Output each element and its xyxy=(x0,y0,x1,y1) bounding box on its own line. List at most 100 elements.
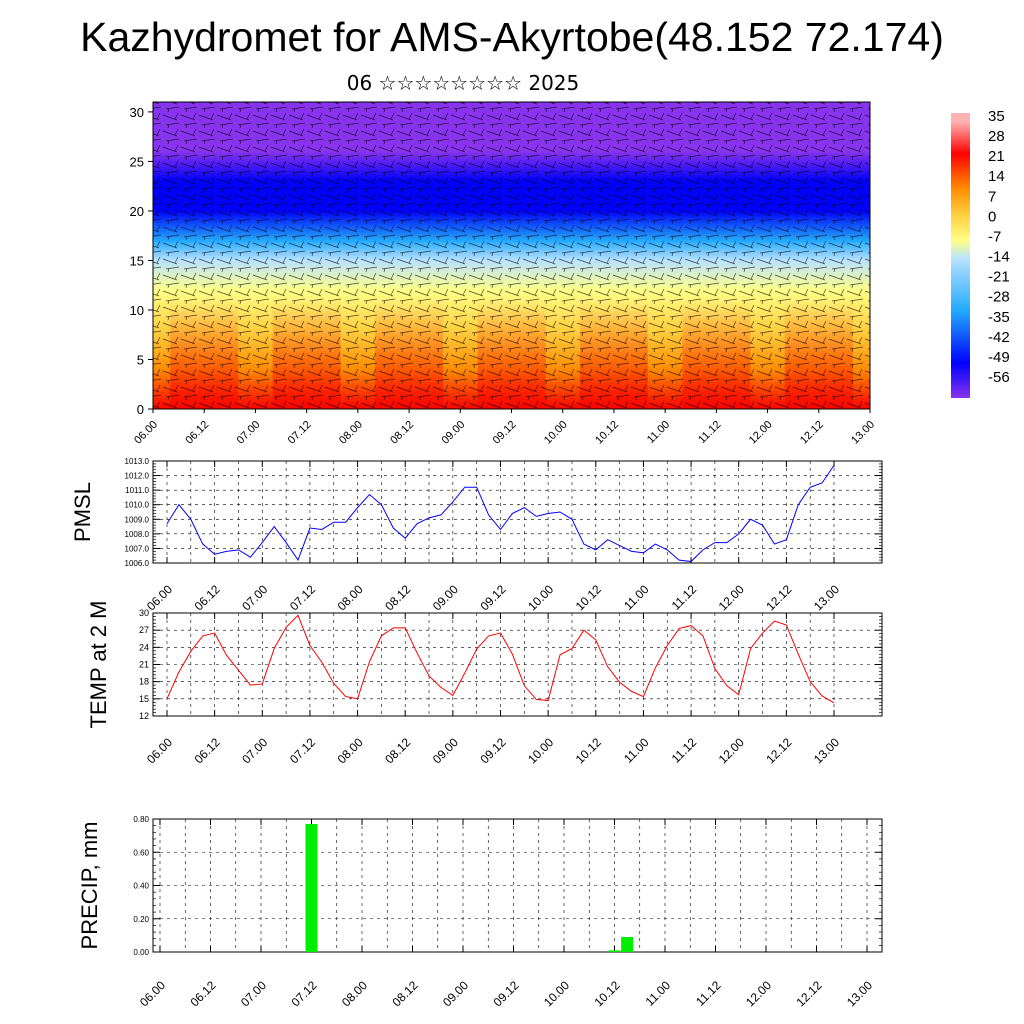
precip-bar-0 xyxy=(305,823,318,952)
colorbar-bar xyxy=(951,113,970,398)
y-tick-label: 1013.0 xyxy=(125,457,150,466)
x-tick-label: 08.00 xyxy=(335,735,366,766)
colorbar-label: -21 xyxy=(988,269,1010,286)
x-tick-label: 10.12 xyxy=(573,582,604,613)
y-tick-label: 0.20 xyxy=(133,915,149,924)
y-tick-label: 21 xyxy=(139,660,149,670)
precip-bar-1 xyxy=(608,950,621,952)
x-tick-label: 11.00 xyxy=(643,978,674,1009)
x-tick-label: 08.00 xyxy=(335,582,366,613)
x-tick-label: 06.00 xyxy=(137,978,168,1009)
x-tick-label: 06.00 xyxy=(144,735,175,766)
x-tick-label: 07.12 xyxy=(287,582,318,613)
colorbar-label: 28 xyxy=(988,128,1005,145)
y-axis-title: PMSL xyxy=(70,482,95,542)
colorbar-label: 35 xyxy=(988,108,1005,125)
x-tick-label: 12.00 xyxy=(716,735,747,766)
x-tick-label: 09.12 xyxy=(491,419,519,447)
x-tick-label: 09.12 xyxy=(490,978,521,1009)
x-tick-label: 09.00 xyxy=(430,735,461,766)
x-tick-label: 10.00 xyxy=(525,735,556,766)
x-tick-label: 06.00 xyxy=(132,419,160,447)
x-tick-label: 08.12 xyxy=(389,978,420,1009)
y-axis-title: TEMP at 2 M xyxy=(86,601,111,729)
y-axis-title: PRECIP, mm xyxy=(77,822,102,950)
x-tick-label: 11.12 xyxy=(669,582,700,613)
temp-line xyxy=(166,614,835,704)
precip-panel: 0.00 0.20 0.40 0.60 0.80 06.00 06.12 07.00 07.12… xyxy=(77,815,883,1009)
y-tick-label: 10 xyxy=(130,303,144,318)
y-tick-label: 1006.0 xyxy=(125,559,150,568)
x-tick-label: 07.00 xyxy=(235,419,263,447)
colorbar-label: 14 xyxy=(988,168,1005,185)
y-tick-label: 0.60 xyxy=(133,848,149,857)
x-tick-label: 12.12 xyxy=(793,978,824,1009)
x-tick-label: 07.00 xyxy=(238,978,269,1009)
x-tick-label: 11.12 xyxy=(669,735,700,766)
x-tick-label: 07.12 xyxy=(287,735,318,766)
colorbar-label: 0 xyxy=(988,208,996,225)
colorbar-label: -14 xyxy=(988,249,1010,266)
colorbar-label: -49 xyxy=(988,349,1010,366)
x-tick-label: 09.12 xyxy=(477,582,508,613)
colorbar-label: -7 xyxy=(988,228,1001,245)
x-tick-label: 08.00 xyxy=(339,978,370,1009)
y-tick-label: 5 xyxy=(137,352,144,367)
x-tick-label: 10.12 xyxy=(593,419,621,447)
x-tick-label: 08.12 xyxy=(382,582,413,613)
colorbar-label: 7 xyxy=(988,188,996,205)
x-tick-label: 09.00 xyxy=(439,419,467,447)
y-tick-label: 1008.0 xyxy=(125,530,150,539)
x-tick-label: 13.00 xyxy=(811,582,842,613)
x-tick-label: 06.12 xyxy=(183,419,211,447)
y-tick-label: 18 xyxy=(139,677,149,687)
x-tick-label: 12.00 xyxy=(743,978,774,1009)
x-tick-label: 09.00 xyxy=(430,582,461,613)
panel-frame xyxy=(152,460,883,564)
x-tick-label: 08.12 xyxy=(388,419,416,447)
pmsl-line xyxy=(166,465,835,563)
x-tick-label: 07.00 xyxy=(239,582,270,613)
x-tick-label: 11.12 xyxy=(696,419,723,446)
x-tick-label: 09.12 xyxy=(477,735,508,766)
x-tick-label: 06.12 xyxy=(192,735,223,766)
y-tick-label: 15 xyxy=(130,253,144,268)
x-tick-label: 11.00 xyxy=(621,735,652,766)
x-tick-label: 11.12 xyxy=(693,978,724,1009)
y-tick-label: 1011.0 xyxy=(125,486,149,495)
y-tick-label: 1010.0 xyxy=(125,501,150,510)
y-tick-label: 15 xyxy=(139,694,149,704)
x-tick-label: 07.12 xyxy=(288,978,319,1009)
chart-title: Kazhydromet for AMS-Akyrtobe(48.152 72.1… xyxy=(80,14,944,60)
cross-section-panel: 0 5 10 15 20 25 30 06.00 06.12 07.00 07.12 08.00 08.… xyxy=(130,101,877,447)
y-tick-label: 0 xyxy=(137,402,144,417)
x-tick-label: 08.12 xyxy=(382,735,413,766)
x-tick-label: 12.12 xyxy=(798,419,826,447)
x-tick-label: 10.00 xyxy=(541,978,572,1009)
x-tick-label: 07.00 xyxy=(239,735,270,766)
y-tick-label: 20 xyxy=(130,204,144,219)
x-tick-label: 12.00 xyxy=(716,582,747,613)
x-tick-label: 10.00 xyxy=(525,582,556,613)
x-tick-label: 12.00 xyxy=(747,419,775,447)
y-tick-label: 24 xyxy=(139,642,149,652)
chart-subtitle: 06 ☆☆☆☆☆☆☆☆ 2025 xyxy=(346,71,580,95)
x-tick-label: 10.12 xyxy=(573,735,604,766)
y-tick-label: 27 xyxy=(139,625,149,635)
y-tick-label: 0.40 xyxy=(133,882,149,891)
x-tick-label: 06.12 xyxy=(187,978,218,1009)
x-tick-label: 09.00 xyxy=(440,978,471,1009)
pmsl-panel: 1006.0 1007.0 1008.0 1009.0 1010.0 1011.0 1012… xyxy=(70,457,883,613)
colorbar-label: -56 xyxy=(988,369,1010,386)
y-tick-label: 1007.0 xyxy=(125,544,150,553)
precip-bar-2 xyxy=(621,937,634,952)
wind-barbs xyxy=(153,102,870,409)
x-tick-label: 06.12 xyxy=(192,582,223,613)
x-tick-label: 13.00 xyxy=(811,735,842,766)
y-tick-label: 1012.0 xyxy=(125,472,150,481)
x-tick-label: 11.00 xyxy=(621,582,652,613)
x-tick-label: 07.12 xyxy=(286,419,314,447)
y-tick-label: 1009.0 xyxy=(125,515,150,524)
x-tick-label: 12.12 xyxy=(763,735,794,766)
